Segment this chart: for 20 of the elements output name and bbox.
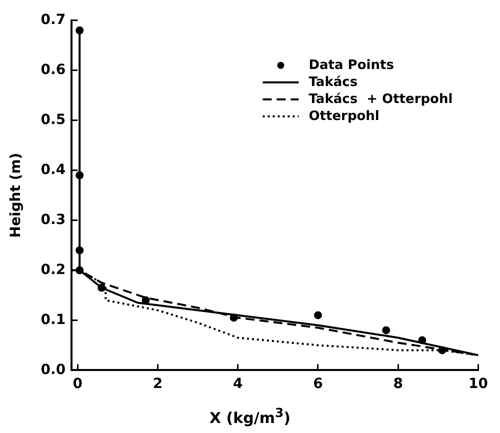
- y-tick-label: 0.2: [40, 262, 66, 278]
- x-tick-label: 0: [72, 376, 83, 392]
- y-axis-title: Height (m): [8, 152, 24, 238]
- legend-label: Takács + Otterpohl: [308, 92, 453, 107]
- legend-label: Takács: [308, 74, 358, 90]
- y-tick-label: 0.5: [40, 112, 66, 128]
- x-tick-label: 8: [393, 376, 404, 392]
- x-tick-label: 10: [468, 376, 488, 392]
- x-tick-label: 6: [313, 376, 323, 392]
- x-tick-label: 4: [232, 376, 243, 392]
- y-tick-label: 0.4: [40, 162, 66, 178]
- legend-label: Otterpohl: [308, 108, 380, 124]
- y-tick-label: 0.1: [40, 312, 66, 328]
- y-tick-label: 0.6: [40, 62, 66, 78]
- legend-label: Data Points: [308, 58, 394, 73]
- x-axis-title: X (kg/m$^{3}$): [208, 405, 292, 427]
- x-tick-label: 2: [152, 376, 163, 392]
- y-tick-label: 0.0: [40, 362, 66, 378]
- y-tick-label: 0.3: [40, 212, 66, 228]
- y-tick-label: 0.7: [40, 12, 66, 28]
